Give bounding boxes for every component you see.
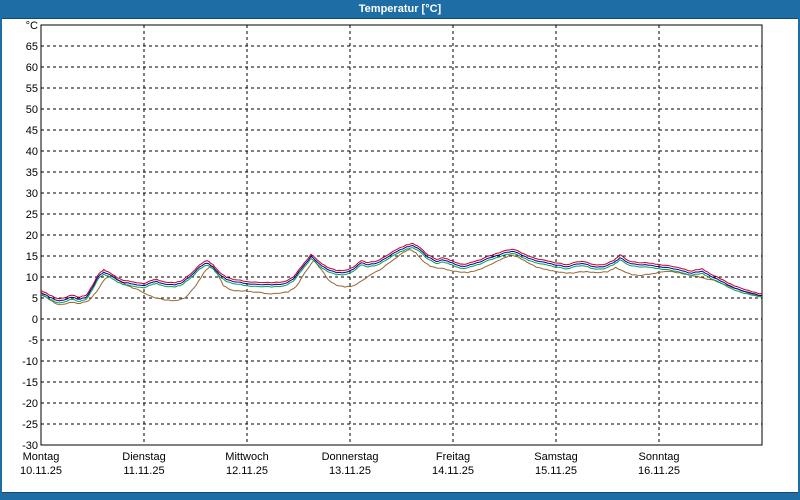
y-tick-label: 10 (26, 272, 38, 284)
y-tick-label: 55 (26, 83, 38, 95)
y-tick-label: 15 (26, 251, 38, 263)
day-name-label: Mittwoch (225, 451, 268, 463)
series-luft-min (40, 247, 762, 304)
y-tick-label: 60 (26, 62, 38, 74)
y-tick-label: -30 (22, 440, 38, 452)
day-name-label: Dienstag (122, 451, 165, 463)
title-bar: Temperatur [°C] (2, 0, 798, 19)
y-tick-label: 0 (32, 314, 38, 326)
temperature-plot: °C65605550454035302520151050-5-10-15-20-… (20, 20, 763, 477)
y-tick-label: -15 (22, 377, 38, 389)
day-date-label: 12.11.25 (226, 465, 268, 477)
series-luft-max (40, 242, 763, 300)
y-tick-label: -5 (28, 335, 38, 347)
day-name-label: Donnerstag (322, 451, 379, 463)
y-tick-label: 65 (26, 41, 38, 53)
y-tick-label: 45 (26, 125, 38, 137)
day-date-label: 16.11.25 (638, 465, 680, 477)
day-date-label: 13.11.25 (329, 465, 371, 477)
day-name-label: Montag (23, 451, 60, 463)
y-tick-label: 30 (26, 188, 38, 200)
y-tick-label: 50 (26, 104, 38, 116)
series-boden (40, 249, 763, 306)
day-name-label: Samstag (534, 451, 577, 463)
day-date-label: 15.11.25 (535, 465, 577, 477)
window-title: Temperatur [°C] (358, 3, 442, 15)
day-date-label: 10.11.25 (20, 465, 62, 477)
y-tick-label: 25 (26, 209, 38, 221)
day-name-label: Freitag (436, 451, 470, 463)
y-tick-label: 35 (26, 167, 38, 179)
y-tick-label: 40 (26, 146, 38, 158)
y-tick-label: -10 (22, 356, 38, 368)
y-axis-unit-label: °C (26, 20, 38, 32)
bottom-border-bar (2, 492, 798, 500)
y-tick-label: -20 (22, 398, 38, 410)
y-tick-label: 5 (32, 293, 38, 305)
day-date-label: 14.11.25 (432, 465, 474, 477)
day-name-label: Sonntag (639, 451, 680, 463)
series-luft (40, 245, 763, 302)
y-tick-label: 20 (26, 230, 38, 242)
y-tick-label: -25 (22, 419, 38, 431)
day-date-label: 11.11.25 (123, 465, 164, 477)
